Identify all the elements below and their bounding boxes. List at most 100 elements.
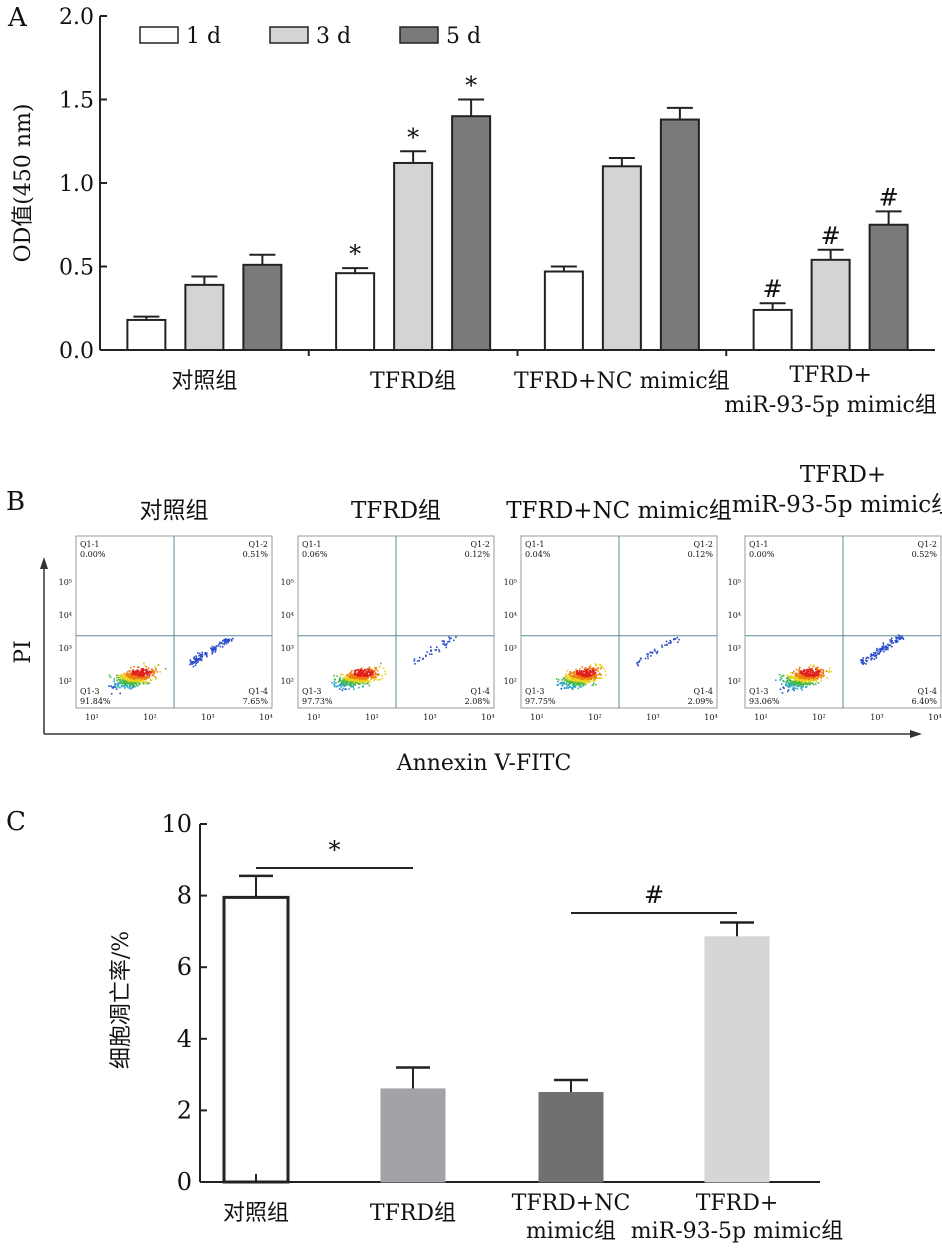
panel-b-plots: 对照组Q1-10.00%Q1-20.51%Q1-391.84%Q1-47.65%…: [59, 462, 942, 722]
panel-b-event-dot: [194, 658, 197, 660]
panel-b-event-dot: [366, 677, 368, 680]
panel-b-event-dot: [600, 677, 603, 680]
panel-a-axes: 0.0 0.5 1.0 1.5 2.0 对照组 TFRD组 TFRD+NC mimic组 TFR…: [59, 5, 937, 418]
panel-b-event-dot: [811, 674, 814, 676]
panel-b-event-dot: [823, 674, 825, 677]
panel-b-event-dot: [812, 673, 815, 676]
panel-b-event-dot: [352, 683, 355, 685]
panel-b-event-dot: [586, 668, 588, 670]
panel-a-category-label: TFRD+: [789, 363, 872, 388]
panel-c-letter: C: [6, 807, 26, 837]
panel-b-event-dot: [878, 652, 881, 654]
panel-b-event-dot: [141, 667, 144, 670]
panel-b-event-dot: [378, 665, 381, 668]
panel-b-event-dot: [565, 677, 567, 679]
panel-b-event-dot: [211, 652, 214, 655]
panel-b-event-dot: [144, 675, 147, 678]
panel-b-event-dot: [353, 678, 355, 681]
panel-b-event-dot: [830, 670, 832, 673]
panel-b-event-dot: [384, 670, 386, 673]
panel-b-event-dot: [356, 675, 359, 677]
panel-b-event-dot: [796, 680, 799, 682]
panel-b-event-dot: [374, 676, 376, 678]
panel-b-event-dot: [562, 681, 564, 683]
panel-b-event-dot: [123, 685, 126, 688]
panel-b-event-dot: [587, 673, 590, 676]
panel-b-x-tick-label: 10²: [143, 713, 156, 722]
panel-b-event-dot: [356, 669, 358, 671]
panel-b-event-dot: [570, 676, 572, 679]
panel-b-event-dot: [891, 637, 893, 640]
panel-b-event-dot: [140, 670, 142, 672]
panel-b-event-dot: [594, 668, 597, 671]
panel-b-event-dot: [366, 674, 368, 676]
panel-b-event-dot: [585, 673, 587, 676]
panel-b-event-dot: [794, 672, 797, 675]
panel-b-quadrant-value: 97.75%: [525, 697, 556, 706]
panel-b-x-tick-label: 10¹: [754, 713, 767, 722]
panel-b-event-dot: [902, 638, 905, 640]
panel-b-event-dot: [575, 679, 577, 682]
panel-b-event-dot: [348, 683, 350, 686]
panel-b-event-dot: [194, 664, 197, 666]
panel-b-y-tick-label: 10²: [728, 677, 741, 686]
panel-b-event-dot: [447, 641, 449, 643]
panel-b-event-dot: [796, 683, 799, 686]
panel-b-event-dot: [598, 663, 601, 666]
panel-b-event-dot: [148, 674, 151, 676]
panel-b-event-dot: [189, 659, 192, 661]
panel-b-event-dot: [346, 678, 349, 680]
panel-b-event-dot: [367, 667, 369, 670]
panel-b-event-dot: [816, 670, 819, 673]
panel-b-event-dot: [791, 688, 794, 690]
panel-b-event-dot: [448, 636, 450, 638]
panel-b-event-dot: [116, 674, 118, 677]
panel-b-event-dot: [151, 668, 154, 671]
panel-b-event-dot: [580, 682, 583, 684]
panel-b-event-dot: [815, 680, 818, 683]
panel-b-event-dot: [109, 676, 112, 678]
panel-b-event-dot: [578, 682, 580, 685]
panel-c: C 细胞凋亡率/% 0 2 4 6 8 10 对照组 TFRD组 TFRD+NC mimic组 TF…: [6, 807, 843, 1244]
panel-b-event-dot: [584, 678, 586, 680]
panel-b-event-dot: [815, 673, 817, 675]
panel-b-event-dot: [219, 642, 222, 645]
panel-c-category-label: TFRD+: [696, 1191, 779, 1216]
panel-b-event-dot: [874, 653, 876, 655]
panel-b-event-dot: [896, 636, 899, 639]
panel-b-event-dot: [348, 680, 351, 682]
panel-b-event-dot: [569, 674, 571, 676]
panel-b-event-dot: [377, 679, 379, 681]
panel-b-event-dot: [138, 666, 140, 668]
panel-b-event-dot: [885, 646, 887, 649]
panel-b-event-dot: [145, 678, 147, 680]
panel-b-event-dot: [442, 643, 444, 645]
panel-a-legend-swatch: [399, 26, 439, 44]
panel-b-event-dot: [374, 670, 376, 672]
panel-b-event-dot: [577, 672, 579, 674]
panel-b-event-dot: [863, 662, 865, 664]
panel-b-x-tick-label: 10²: [365, 713, 378, 722]
panel-b-event-dot: [340, 686, 342, 688]
panel-b-event-dot: [349, 675, 351, 677]
panel-b-event-dot: [362, 681, 364, 684]
panel-b-x-tick-label: 10⁴: [481, 713, 494, 722]
panel-b-event-dot: [352, 686, 354, 688]
panel-b-event-dot: [799, 672, 802, 675]
panel-b-event-dot: [226, 640, 229, 643]
panel-b-event-dot: [807, 669, 810, 671]
panel-b-event-dot: [582, 673, 584, 676]
panel-b-event-dot: [582, 683, 584, 685]
panel-b-event-dot: [798, 682, 801, 685]
panel-b-y-arrow-head: [40, 557, 48, 569]
panel-b-event-dot: [133, 684, 135, 686]
panel-b-event-dot: [592, 672, 594, 674]
panel-b-event-dot: [581, 676, 584, 678]
panel-b-event-dot: [368, 680, 371, 682]
panel-b-event-dot: [646, 655, 649, 657]
panel-b-event-dot: [366, 676, 368, 678]
panel-b-event-dot: [120, 677, 123, 680]
panel-b-event-dot: [573, 682, 576, 684]
panel-b-event-dot: [367, 669, 370, 672]
panel-b-event-dot: [365, 681, 368, 683]
